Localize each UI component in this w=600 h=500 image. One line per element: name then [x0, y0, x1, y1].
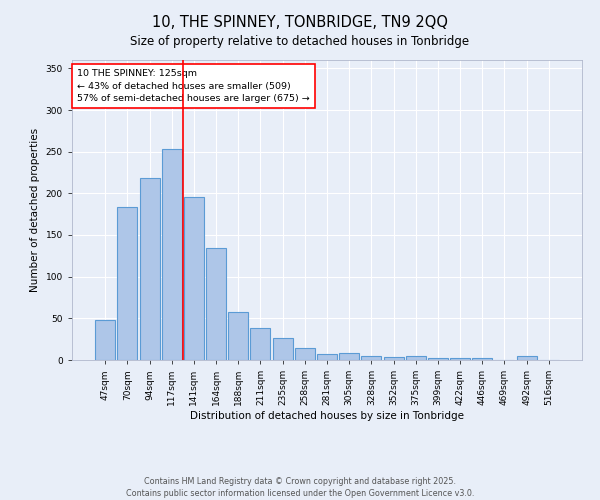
Bar	[383, 356, 404, 360]
Text: Size of property relative to detached houses in Tonbridge: Size of property relative to detached ho…	[130, 35, 470, 48]
Bar	[472, 358, 492, 360]
X-axis label: Distribution of detached houses by size in Tonbridge: Distribution of detached houses by size …	[190, 411, 464, 421]
Bar	[317, 354, 337, 360]
Y-axis label: Number of detached properties: Number of detached properties	[30, 128, 40, 292]
Bar	[162, 149, 182, 360]
Bar	[272, 338, 293, 360]
Bar	[295, 348, 315, 360]
Bar	[118, 206, 137, 360]
Bar	[450, 358, 470, 360]
Text: 10, THE SPINNEY, TONBRIDGE, TN9 2QQ: 10, THE SPINNEY, TONBRIDGE, TN9 2QQ	[152, 15, 448, 30]
Bar	[228, 312, 248, 360]
Bar	[517, 356, 536, 360]
Text: Contains HM Land Registry data © Crown copyright and database right 2025.
Contai: Contains HM Land Registry data © Crown c…	[126, 476, 474, 498]
Bar	[428, 358, 448, 360]
Bar	[184, 196, 204, 360]
Text: 10 THE SPINNEY: 125sqm
← 43% of detached houses are smaller (509)
57% of semi-de: 10 THE SPINNEY: 125sqm ← 43% of detached…	[77, 69, 310, 103]
Bar	[140, 178, 160, 360]
Bar	[206, 248, 226, 360]
Bar	[95, 320, 115, 360]
Bar	[339, 352, 359, 360]
Bar	[361, 356, 382, 360]
Bar	[406, 356, 426, 360]
Bar	[250, 328, 271, 360]
